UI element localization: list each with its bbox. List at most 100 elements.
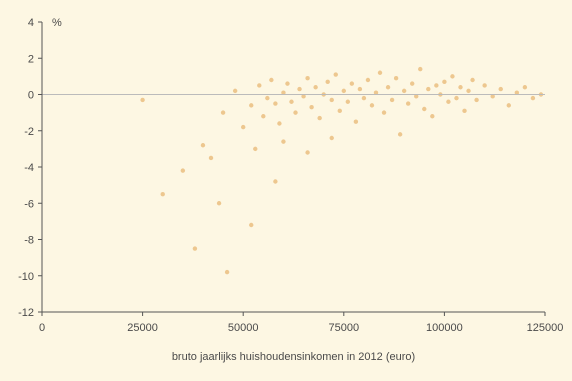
- data-point: [450, 74, 455, 79]
- data-point: [410, 81, 415, 86]
- x-tick-label: 100000: [426, 322, 463, 334]
- data-point: [405, 101, 411, 106]
- y-tick-label: -2: [24, 126, 34, 138]
- data-point: [208, 155, 214, 161]
- data-point: [273, 101, 278, 106]
- data-point: [329, 135, 334, 141]
- data-point: [253, 146, 258, 152]
- x-axis-ticks: 0 25000 50000 75000 100000 125000: [39, 312, 563, 334]
- data-point: [462, 108, 467, 114]
- x-tick-label: 125000: [527, 322, 564, 334]
- data-point: [232, 88, 238, 94]
- data-point: [297, 86, 302, 92]
- data-point: [160, 191, 165, 197]
- y-tick-label: -8: [24, 235, 34, 247]
- data-point: [277, 121, 282, 126]
- data-point: [474, 97, 479, 103]
- data-point: [285, 81, 290, 86]
- data-point: [422, 106, 427, 112]
- data-point: [446, 99, 451, 104]
- x-axis-label: bruto jaarlijks huishoudensinkomen in 20…: [172, 351, 415, 363]
- y-axis-label: %: [52, 17, 62, 29]
- y-tick-label: -12: [18, 307, 34, 319]
- data-point: [454, 95, 459, 101]
- y-tick-label: 2: [28, 53, 34, 65]
- data-point: [265, 95, 270, 101]
- data-point: [293, 110, 298, 115]
- y-tick-label: -4: [24, 162, 34, 174]
- data-point: [349, 81, 355, 86]
- data-point: [397, 132, 403, 137]
- data-point: [200, 143, 206, 148]
- data-point: [192, 246, 198, 251]
- data-point: [329, 97, 334, 103]
- data-point: [249, 222, 254, 228]
- data-point: [470, 77, 475, 83]
- data-point: [249, 103, 254, 108]
- data-point: [140, 97, 145, 103]
- data-point: [373, 90, 379, 95]
- data-point: [361, 95, 367, 101]
- data-point: [385, 85, 391, 90]
- data-point: [365, 77, 371, 83]
- y-axis-ticks: 4 2 0 -2 -4 -6 -8 -10 -12: [18, 17, 42, 319]
- data-point: [257, 83, 262, 88]
- data-point: [426, 86, 431, 92]
- data-point: [273, 179, 278, 184]
- data-point: [337, 108, 342, 114]
- data-point: [345, 99, 351, 104]
- data-point: [353, 119, 359, 124]
- data-point: [301, 94, 306, 99]
- data-point: [305, 75, 310, 81]
- data-point: [220, 110, 226, 115]
- data-point: [180, 168, 186, 173]
- x-tick-label: 75000: [329, 322, 360, 334]
- data-point: [466, 88, 471, 94]
- data-point: [522, 85, 528, 90]
- data-point: [305, 150, 310, 155]
- data-point: [506, 103, 511, 108]
- data-point: [309, 104, 314, 110]
- data-point: [514, 90, 520, 95]
- x-tick-label: 50000: [228, 322, 259, 334]
- data-point: [357, 86, 363, 92]
- data-point: [418, 66, 423, 72]
- data-point: [482, 83, 487, 88]
- data-point: [458, 85, 463, 90]
- data-point: [325, 79, 330, 85]
- y-tick-label: -6: [24, 198, 34, 210]
- data-point: [317, 115, 322, 121]
- data-point: [216, 201, 222, 206]
- y-tick-label: 4: [28, 17, 34, 29]
- data-point: [530, 95, 536, 101]
- data-point: [224, 269, 230, 275]
- data-point: [381, 110, 387, 115]
- x-tick-label: 0: [39, 322, 45, 334]
- data-point: [377, 70, 383, 75]
- data-point: [269, 77, 274, 83]
- data-point: [490, 94, 495, 99]
- data-point: [401, 88, 407, 94]
- x-tick-label: 25000: [127, 322, 158, 334]
- data-point: [241, 124, 246, 130]
- data-point: [261, 114, 266, 119]
- data-point: [281, 139, 286, 144]
- data-point: [369, 103, 375, 108]
- data-point: [389, 97, 395, 103]
- data-point: [341, 88, 346, 94]
- data-point: [393, 75, 399, 81]
- y-tick-label: 0: [28, 90, 34, 102]
- points-layer: [140, 66, 544, 275]
- data-point: [414, 94, 419, 99]
- data-point: [498, 86, 503, 92]
- data-point: [289, 99, 294, 104]
- data-point: [430, 114, 435, 119]
- y-tick-label: -10: [18, 271, 34, 283]
- data-point: [333, 72, 338, 77]
- data-point: [442, 79, 447, 85]
- data-point: [434, 83, 439, 88]
- data-point: [281, 90, 286, 95]
- data-point: [313, 85, 318, 90]
